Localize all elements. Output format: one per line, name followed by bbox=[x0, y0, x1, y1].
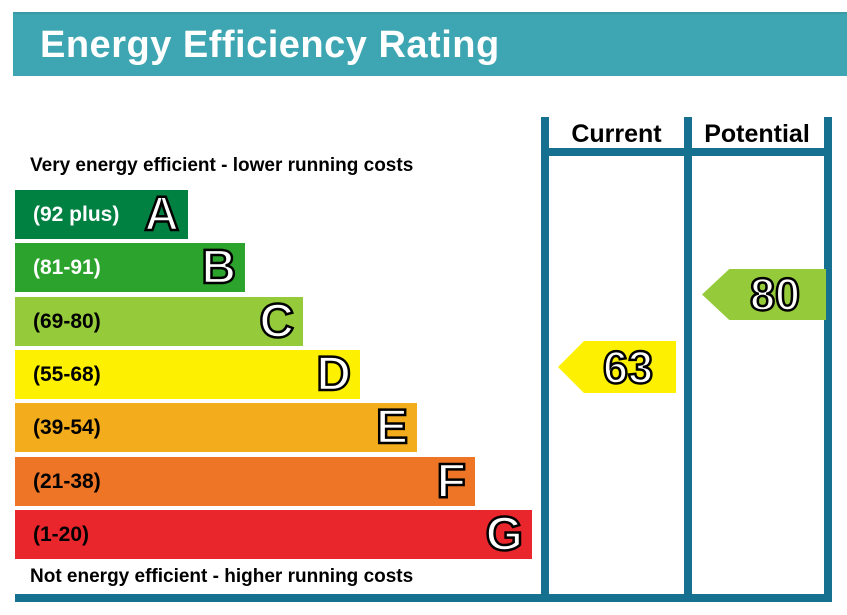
band-row-G: (1-20) G bbox=[15, 508, 532, 561]
page-title: Energy Efficiency Rating bbox=[40, 23, 500, 66]
potential-rating-value: 80 bbox=[749, 269, 802, 320]
band-row-B: (81-91) B bbox=[15, 241, 245, 294]
potential-rating-arrow: 80 bbox=[702, 269, 826, 320]
bottom-caption: Not energy efficient - higher running co… bbox=[30, 566, 414, 587]
band-letter-B: B bbox=[200, 241, 237, 294]
band-row-D: (55-68) D bbox=[15, 348, 360, 401]
potential-column-header: Potential bbox=[704, 120, 810, 148]
current-column-header: Current bbox=[571, 120, 662, 148]
band-range-label-C: (69-80) bbox=[33, 309, 101, 333]
band-row-F: (21-38) F bbox=[15, 455, 475, 508]
band-letter-G: G bbox=[484, 508, 524, 561]
title-bar: Energy Efficiency Rating bbox=[13, 12, 847, 76]
band-row-A: (92 plus) A bbox=[15, 188, 188, 241]
band-letter-A: A bbox=[143, 188, 180, 241]
band-range-label-D: (55-68) bbox=[33, 362, 101, 386]
band-range-label-F: (21-38) bbox=[33, 469, 101, 493]
band-row-C: (69-80) C bbox=[15, 295, 303, 348]
band-range-label-G: (1-20) bbox=[33, 522, 90, 546]
band-letter-F: F bbox=[435, 455, 467, 508]
table-border-middle bbox=[684, 117, 692, 602]
table-border-right bbox=[824, 117, 832, 602]
band-range-label-A: (92 plus) bbox=[33, 202, 120, 226]
band-range-label-B: (81-91) bbox=[33, 255, 101, 279]
current-rating-value: 63 bbox=[602, 341, 655, 393]
band-row-E: (39-54) E bbox=[15, 401, 417, 454]
table-header-divider bbox=[541, 148, 832, 156]
current-rating-arrow: 63 bbox=[558, 341, 676, 393]
top-caption: Very energy efficient - lower running co… bbox=[30, 155, 414, 176]
band-letter-C: C bbox=[258, 295, 295, 348]
chart-bottom-border bbox=[15, 594, 832, 602]
band-range-label-E: (39-54) bbox=[33, 415, 101, 439]
table-border-left bbox=[541, 117, 549, 602]
band-letter-D: D bbox=[315, 348, 352, 401]
band-letter-E: E bbox=[375, 401, 410, 454]
